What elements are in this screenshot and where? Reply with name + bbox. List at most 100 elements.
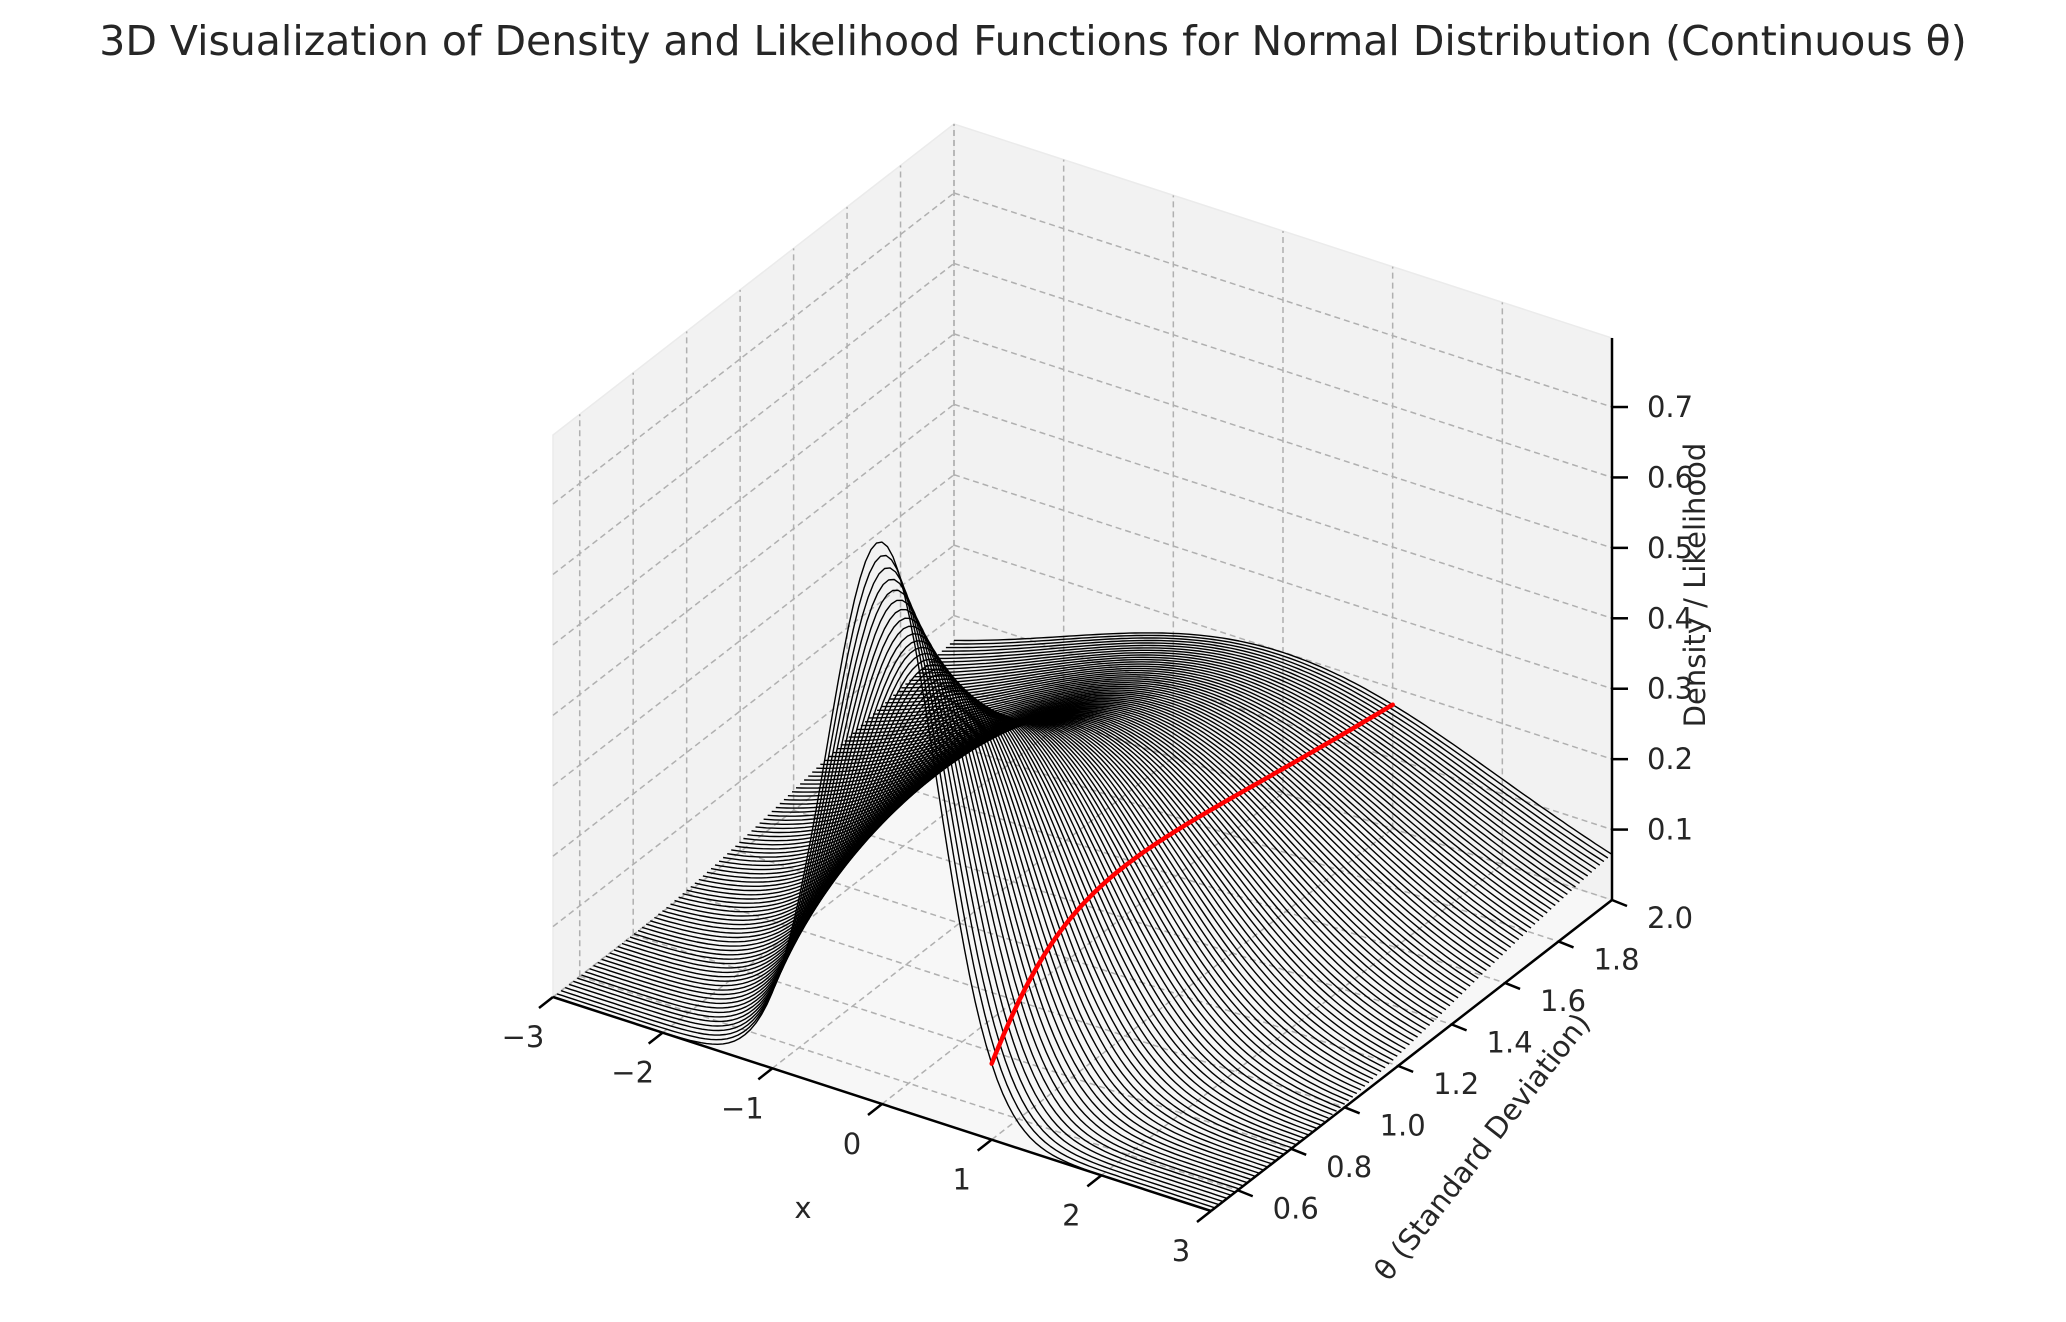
z-tick-label: 0.6 bbox=[1647, 460, 1693, 494]
density-curve bbox=[824, 699, 1483, 975]
density-curve bbox=[581, 617, 1240, 1190]
density-curve bbox=[949, 634, 1609, 859]
x-tick-label: 3 bbox=[1172, 1234, 1190, 1268]
theta-tick-label: 1.8 bbox=[1593, 942, 1639, 976]
gridline-z-left bbox=[552, 333, 955, 646]
tick-marks: −3−2−101230.60.81.01.21.41.61.82.00.10.2… bbox=[502, 390, 1693, 1268]
x-axis-label: x bbox=[794, 1191, 811, 1225]
density-curve bbox=[731, 720, 1390, 1065]
theta-tick-label: 1.4 bbox=[1487, 1025, 1533, 1059]
theta-tick-label: 1.6 bbox=[1540, 984, 1586, 1018]
density-curve bbox=[739, 720, 1398, 1057]
gridline-theta-floor bbox=[846, 768, 1506, 984]
density-curve bbox=[913, 656, 1572, 892]
theta-axis-line bbox=[1210, 899, 1613, 1212]
density-curve bbox=[901, 663, 1560, 903]
x-tick-label: −3 bbox=[502, 1020, 545, 1054]
density-curve bbox=[573, 599, 1232, 1196]
chart-title: 3D Visualization of Density and Likeliho… bbox=[99, 17, 1967, 65]
gridline-z-back bbox=[953, 403, 1613, 620]
density-curve bbox=[937, 642, 1597, 870]
density-curve bbox=[873, 678, 1532, 929]
density-curves bbox=[552, 541, 1613, 1212]
z-tick-label: 0.3 bbox=[1647, 672, 1693, 706]
theta-tick-mark bbox=[1504, 981, 1521, 991]
gridline-x-floor bbox=[881, 792, 1284, 1105]
gridline-theta-floor bbox=[793, 809, 1452, 1026]
density-curve bbox=[564, 578, 1224, 1203]
density-curve bbox=[556, 554, 1216, 1209]
gridline-z-back bbox=[953, 192, 1613, 408]
density-curve bbox=[856, 685, 1516, 944]
x-tick-label: −2 bbox=[611, 1056, 654, 1090]
density-curve bbox=[577, 608, 1236, 1193]
gridline-z-left bbox=[552, 544, 955, 857]
density-curve bbox=[804, 706, 1463, 995]
density-curve bbox=[881, 674, 1540, 922]
theta-tick-mark bbox=[1237, 1189, 1254, 1198]
density-curve bbox=[941, 639, 1601, 866]
density-curve bbox=[921, 652, 1580, 884]
x-tick-label: −1 bbox=[721, 1091, 764, 1125]
density-curve bbox=[787, 711, 1447, 1011]
x-tick-mark bbox=[1086, 1174, 1103, 1188]
gridline-theta-floor bbox=[579, 975, 1238, 1191]
density-curve bbox=[905, 661, 1564, 899]
density-curve bbox=[795, 709, 1455, 1003]
density-curve bbox=[812, 703, 1471, 987]
density-curve bbox=[917, 654, 1576, 888]
density-curve bbox=[954, 632, 1613, 855]
gridline-theta-floor bbox=[739, 851, 1399, 1067]
x-tick-label: 2 bbox=[1062, 1198, 1080, 1232]
theta-tick-label: 0.8 bbox=[1326, 1150, 1372, 1184]
z-tick-label: 0.4 bbox=[1647, 601, 1693, 635]
theta-tick-mark bbox=[1451, 1023, 1468, 1032]
density-curve bbox=[568, 589, 1228, 1200]
density-curve bbox=[893, 667, 1552, 910]
theta-tick-label: 1.2 bbox=[1433, 1067, 1479, 1101]
gridline-z-back bbox=[953, 262, 1613, 479]
density-curve bbox=[710, 720, 1370, 1084]
density-curve bbox=[783, 712, 1443, 1015]
density-curve bbox=[877, 676, 1536, 925]
likelihood-curve bbox=[989, 702, 1395, 1066]
density-curve bbox=[945, 637, 1605, 863]
theta-tick-label: 1.0 bbox=[1380, 1108, 1426, 1142]
density-curve bbox=[828, 697, 1487, 972]
gridline-z-left bbox=[552, 474, 955, 787]
x-tick-mark bbox=[538, 996, 554, 1009]
density-curve bbox=[605, 658, 1264, 1171]
theta-tick-mark bbox=[1611, 898, 1628, 908]
density-curve bbox=[775, 714, 1435, 1023]
x-tick-label: 1 bbox=[952, 1163, 970, 1197]
theta-tick-label: 0.6 bbox=[1273, 1191, 1319, 1225]
density-curve bbox=[735, 720, 1394, 1061]
density-curve bbox=[755, 718, 1414, 1042]
density-curve bbox=[609, 664, 1268, 1168]
z-tick-label: 0.1 bbox=[1647, 813, 1693, 847]
gridline-x-floor bbox=[771, 756, 1174, 1069]
density-curve bbox=[933, 644, 1593, 873]
theta-tick-mark bbox=[1558, 940, 1574, 949]
density-curve bbox=[897, 665, 1556, 907]
density-curve bbox=[925, 649, 1584, 881]
theta-tick-mark bbox=[1344, 1106, 1361, 1115]
z-axis-label: Density / Likelihood bbox=[1678, 443, 1712, 728]
density-curve bbox=[560, 567, 1220, 1206]
density-curve bbox=[613, 669, 1273, 1165]
density-curve bbox=[552, 541, 1212, 1212]
x-tick-mark bbox=[867, 1103, 883, 1116]
density-curve bbox=[743, 719, 1402, 1054]
gridline-z-back bbox=[953, 474, 1613, 690]
density-curve bbox=[751, 718, 1410, 1046]
density-curve bbox=[747, 719, 1406, 1050]
z-tick-label: 0.2 bbox=[1647, 742, 1693, 776]
x-tick-mark bbox=[757, 1067, 774, 1081]
x-tick-mark bbox=[1196, 1210, 1212, 1223]
x-tick-label: 0 bbox=[843, 1127, 861, 1161]
density-curve bbox=[889, 669, 1548, 914]
theta-tick-label: 2.0 bbox=[1647, 901, 1693, 935]
density-curve bbox=[929, 647, 1589, 877]
density-curve bbox=[852, 687, 1512, 948]
